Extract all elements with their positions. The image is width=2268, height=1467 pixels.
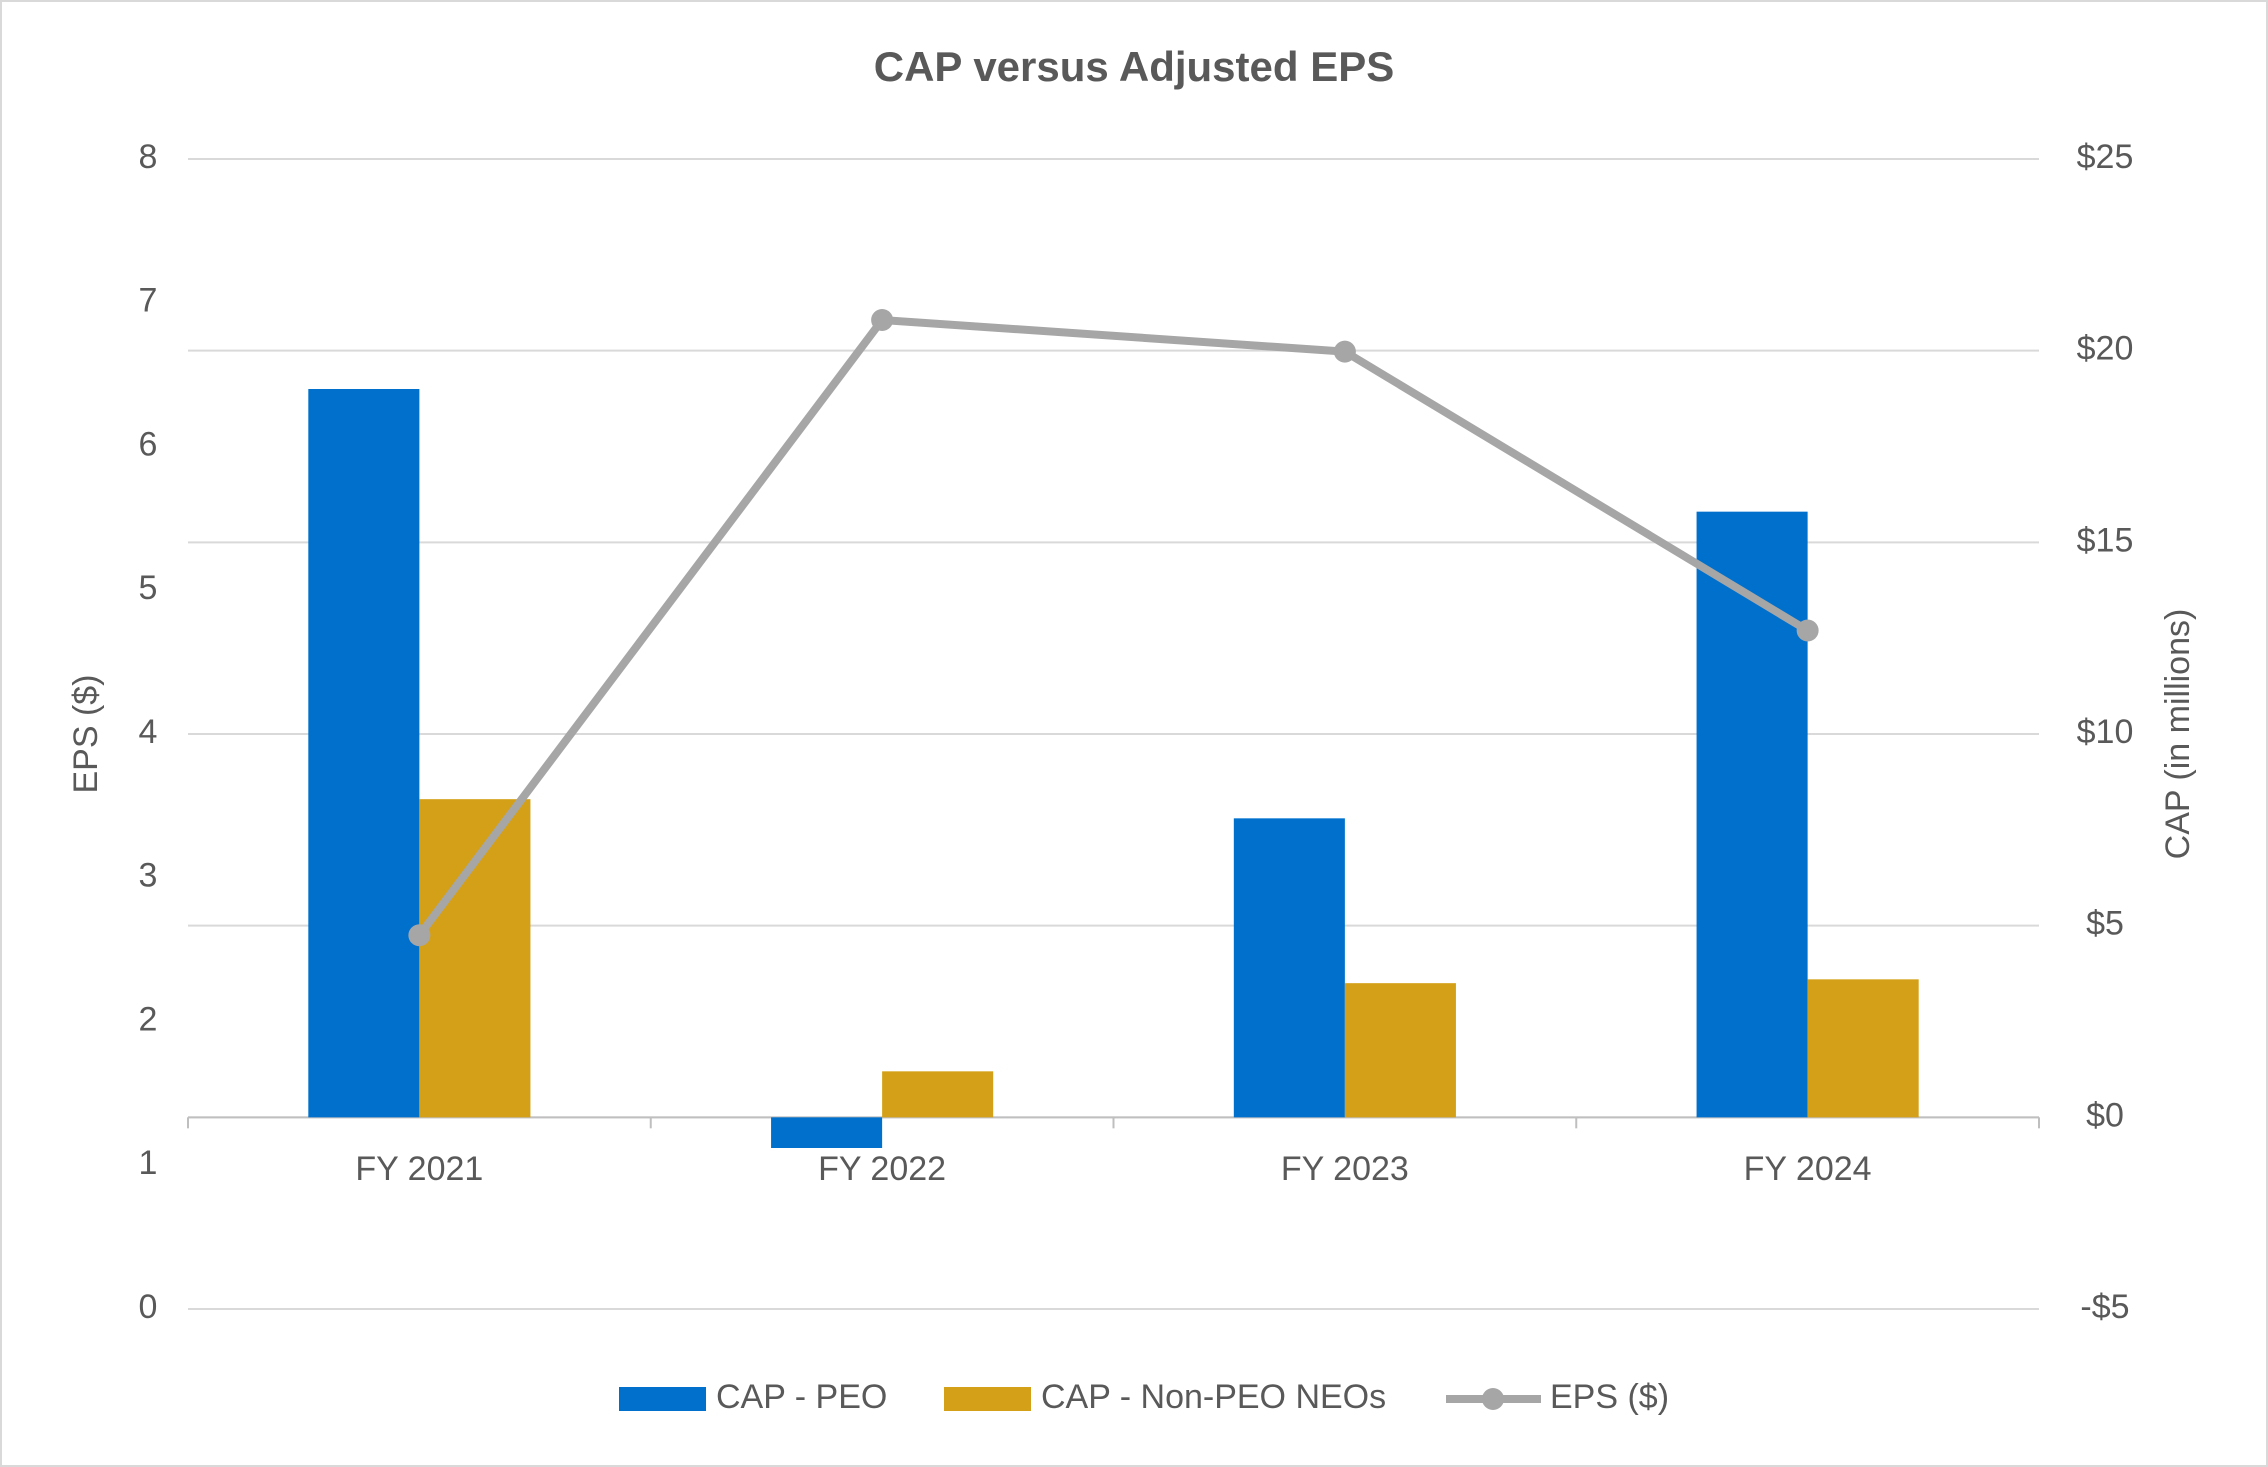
line bbox=[416, 316, 1810, 938]
y-tick-label: 3 bbox=[139, 857, 158, 895]
y2-axis-label: CAP (in millions) bbox=[2159, 609, 2197, 860]
y-tick-label: 1 bbox=[139, 1144, 158, 1182]
bar bbox=[1233, 818, 1345, 1118]
bar bbox=[1696, 511, 1808, 1118]
y2-tick-label: $15 bbox=[2077, 521, 2134, 559]
x-tick-label: FY 2021 bbox=[355, 1150, 483, 1188]
bar bbox=[882, 1071, 994, 1118]
y-tick-label: 8 bbox=[139, 138, 158, 176]
y-tick-label: 2 bbox=[139, 1000, 158, 1038]
y2-tick-label: $10 bbox=[2077, 713, 2134, 751]
x-tick-label: FY 2024 bbox=[1744, 1150, 1872, 1188]
legend-swatch-marker bbox=[1482, 1388, 1504, 1410]
bar bbox=[771, 1117, 883, 1148]
bar bbox=[1344, 983, 1456, 1118]
y2-tick-label: $5 bbox=[2086, 905, 2124, 943]
legend-label: CAP - PEO bbox=[716, 1378, 887, 1416]
y-tick-label: 5 bbox=[139, 569, 158, 607]
bar bbox=[308, 389, 420, 1118]
legend-label: CAP - Non-PEO NEOs bbox=[1041, 1378, 1386, 1416]
bar bbox=[1807, 979, 1919, 1118]
y-tick-label: 0 bbox=[139, 1288, 158, 1326]
y2-tick-label: $0 bbox=[2086, 1096, 2124, 1134]
legend-label: EPS ($) bbox=[1550, 1378, 1669, 1416]
line-marker bbox=[408, 924, 431, 947]
x-tick-label: FY 2022 bbox=[818, 1150, 946, 1188]
y-axis-label: EPS ($) bbox=[67, 674, 105, 793]
x-tick-label: FY 2023 bbox=[1281, 1150, 1409, 1188]
line-marker bbox=[1333, 340, 1356, 363]
y2-tick-label: $25 bbox=[2077, 138, 2134, 176]
y2-tick-label: -$5 bbox=[2080, 1288, 2129, 1326]
y2-tick-label: $20 bbox=[2077, 330, 2134, 368]
line-marker bbox=[1796, 619, 1819, 642]
y-tick-label: 6 bbox=[139, 425, 158, 463]
line-marker bbox=[871, 309, 894, 331]
bar bbox=[419, 799, 531, 1118]
y-tick-label: 4 bbox=[139, 713, 158, 751]
chart-title: CAP versus Adjusted EPS bbox=[874, 43, 1395, 90]
legend-swatch bbox=[944, 1387, 1031, 1411]
y-tick-label: 7 bbox=[139, 282, 158, 320]
legend-swatch bbox=[619, 1387, 706, 1411]
